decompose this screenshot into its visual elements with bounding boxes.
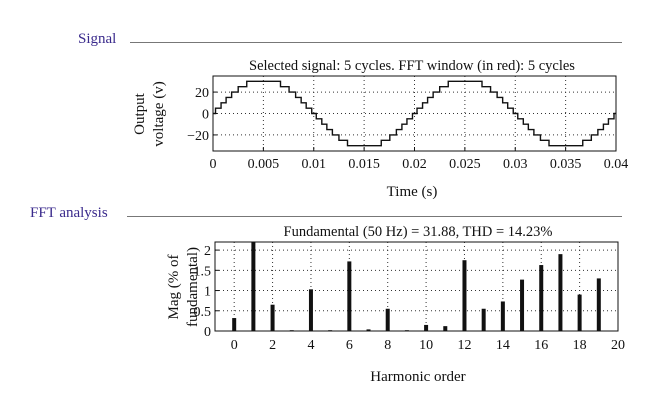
signal-waveform: [213, 80, 616, 147]
fft-bar-harmonic-18: [577, 294, 582, 331]
fft-bar-harmonic-0: [232, 318, 237, 331]
fft-ticks: 0 2 4 6 8 10 12 14 16 18 20 0 0.5 1 1.5 2: [194, 244, 626, 353]
fft-x-tick-label: 2: [269, 338, 276, 353]
fft-bar-harmonic-16: [539, 265, 544, 331]
fft-bar-harmonic-17: [558, 254, 563, 331]
fft-y-tick-label: 1.5: [194, 264, 212, 279]
fft-plot-title: Fundamental (50 Hz) = 31.88, THD = 14.23…: [284, 224, 553, 240]
signal-x-tick-label: 0.02: [402, 157, 427, 172]
fft-y-tick-label: 1: [204, 285, 211, 300]
fft-bar-harmonic-15: [520, 279, 525, 331]
fft-y-tick-label: 2: [204, 244, 211, 259]
signal-y-axis-label-line1: Output: [132, 92, 148, 135]
fft-x-tick-label: 6: [346, 338, 353, 353]
fft-bar-harmonic-13: [481, 308, 486, 331]
fft-bar-harmonic-2: [270, 304, 275, 331]
fft-x-tick-label: 20: [611, 338, 625, 353]
fft-bar-harmonic-8: [385, 308, 390, 331]
fft-x-tick-label: 10: [419, 338, 433, 353]
signal-plot-title: Selected signal: 5 cycles. FFT window (i…: [249, 58, 575, 74]
fft-x-tick-label: 4: [307, 338, 314, 353]
signal-y-tick-label: 20: [195, 86, 209, 101]
fft-bars: [232, 242, 601, 331]
signal-y-tick-label: 0: [202, 108, 209, 123]
fft-section-title: FFT analysis: [30, 205, 108, 221]
fft-section-rule: [127, 216, 622, 217]
fft-bar-harmonic-7: [366, 329, 371, 331]
fft-x-tick-label: 0: [231, 338, 238, 353]
signal-ticks: 0 0.005 0.01 0.015 0.02 0.025 0.03 0.035 0.04 20 0…: [187, 86, 628, 172]
fft-bar-harmonic-11: [443, 326, 448, 331]
signal-x-tick-label: 0.005: [248, 157, 280, 172]
signal-y-axis-label-line2: voltage (v): [151, 81, 167, 146]
fft-y-tick-label: 0.5: [194, 305, 212, 320]
signal-grid: [213, 76, 616, 151]
signal-plot-frame: [212, 75, 617, 152]
signal-x-tick-label: 0.025: [449, 157, 481, 172]
fft-x-tick-label: 12: [457, 338, 471, 353]
signal-section-title: Signal: [78, 31, 117, 47]
fft-x-tick-label: 18: [573, 338, 587, 353]
fft-bar-harmonic-14: [500, 301, 505, 331]
fft-y-axis-label-line1: Mag (% of: [166, 255, 182, 320]
fft-bar-harmonic-1: [251, 242, 256, 331]
signal-x-tick-label: 0.035: [550, 157, 582, 172]
signal-section-rule: [130, 42, 622, 43]
fft-grid: [215, 242, 618, 331]
signal-x-tick-label: 0.01: [302, 157, 327, 172]
signal-x-tick-label: 0: [210, 157, 217, 172]
fft-bar-harmonic-19: [596, 278, 601, 331]
fft-x-tick-label: 8: [384, 338, 391, 353]
fft-plot-frame: [214, 241, 619, 332]
signal-x-tick-label: 0.015: [348, 157, 380, 172]
fft-bar-harmonic-4: [308, 289, 313, 331]
signal-x-tick-label: 0.04: [604, 157, 629, 172]
fft-bar-harmonic-6: [347, 261, 352, 331]
signal-x-axis-label: Time (s): [387, 184, 438, 200]
fft-x-tick-label: 16: [534, 338, 548, 353]
fft-y-axis-label-line2: fundamental): [185, 247, 201, 327]
signal-x-tick-label: 0.03: [503, 157, 528, 172]
fft-y-tick-label: 0: [204, 325, 211, 340]
fft-x-tick-label: 14: [496, 338, 510, 353]
fft-bar-harmonic-12: [462, 260, 467, 331]
fft-x-axis-label: Harmonic order: [370, 369, 465, 385]
signal-y-tick-label: −20: [187, 129, 209, 144]
